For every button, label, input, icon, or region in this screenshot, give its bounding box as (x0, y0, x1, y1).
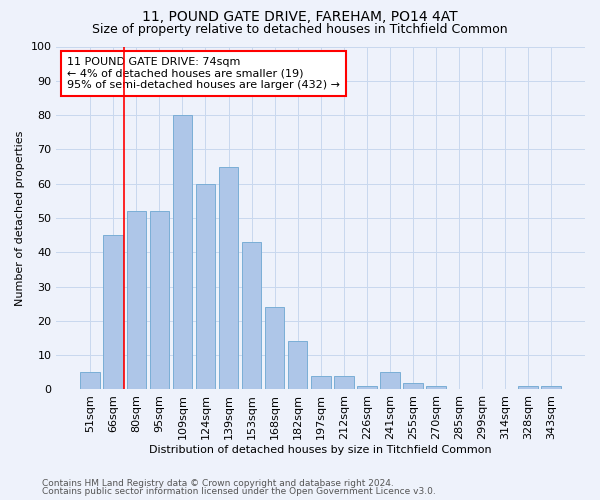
Text: 11 POUND GATE DRIVE: 74sqm
← 4% of detached houses are smaller (19)
95% of semi-: 11 POUND GATE DRIVE: 74sqm ← 4% of detac… (67, 57, 340, 90)
Bar (426, 386, 446, 390)
X-axis label: Distribution of detached houses by size in Titchfield Common: Distribution of detached houses by size … (149, 445, 492, 455)
Text: Contains HM Land Registry data © Crown copyright and database right 2024.: Contains HM Land Registry data © Crown c… (42, 478, 394, 488)
Bar (196, 184, 215, 390)
Bar (288, 342, 307, 390)
Bar (334, 376, 353, 390)
Text: Contains public sector information licensed under the Open Government Licence v3: Contains public sector information licen… (42, 487, 436, 496)
Bar (541, 386, 561, 390)
Y-axis label: Number of detached properties: Number of detached properties (15, 130, 25, 306)
Text: 11, POUND GATE DRIVE, FAREHAM, PO14 4AT: 11, POUND GATE DRIVE, FAREHAM, PO14 4AT (142, 10, 458, 24)
Bar (311, 376, 331, 390)
Bar (357, 386, 377, 390)
Bar (80, 372, 100, 390)
Bar (219, 166, 238, 390)
Text: Size of property relative to detached houses in Titchfield Common: Size of property relative to detached ho… (92, 22, 508, 36)
Bar (103, 235, 123, 390)
Bar (127, 211, 146, 390)
Bar (403, 382, 422, 390)
Bar (518, 386, 538, 390)
Bar (173, 115, 192, 390)
Bar (149, 211, 169, 390)
Bar (380, 372, 400, 390)
Bar (242, 242, 262, 390)
Bar (265, 307, 284, 390)
